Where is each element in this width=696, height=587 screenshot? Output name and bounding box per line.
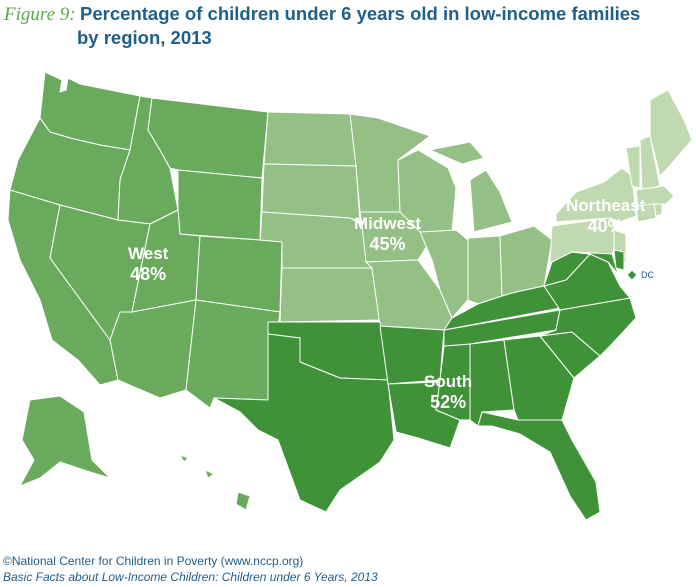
region-west [7,71,283,511]
region-value-northeast: 40% [587,215,624,236]
state-rhode-island [653,203,663,217]
region-label-northeast: Northeast 40% [566,196,645,236]
region-name-south: South [424,372,473,391]
region-label-midwest: Midwest 45% [354,214,421,254]
state-illinois [419,229,469,319]
region-south [213,249,638,521]
region-value-south: 52% [430,391,467,412]
title-line-2: by region, 2013 [77,27,212,48]
state-kentucky [443,285,561,331]
region-value-west: 48% [130,263,167,284]
report-subtitle: Basic Facts about Low-Income Children: C… [3,570,378,584]
region-name-midwest: Midwest [354,214,422,233]
state-wisconsin [397,149,457,233]
marker-dc [626,269,638,281]
state-maine [649,89,693,177]
state-maryland [571,251,619,275]
state-delaware [613,249,625,271]
state-arizona [109,299,197,399]
state-kansas [279,267,381,323]
state-vermont [625,145,641,189]
state-new-mexico [185,299,281,409]
state-hawaii [179,454,251,511]
state-colorado [195,235,283,313]
state-indiana [467,235,503,305]
state-michigan [429,141,513,233]
figure-label: Figure 9: [4,4,76,25]
state-new-york [555,167,637,223]
state-north-dakota [263,111,357,167]
state-florida [477,411,601,521]
state-massachusetts [635,185,675,207]
region-northeast [549,89,693,267]
state-tennessee [443,309,561,347]
footer: ©National Center for Children in Poverty… [3,553,378,585]
region-label-west: West 48% [128,244,168,284]
state-texas [213,333,395,513]
title-line-1: Percentage of children under 6 years old… [80,3,641,24]
state-alaska [19,395,111,487]
region-midwest [259,111,553,331]
dc-label: DC [641,270,654,280]
state-south-dakota [261,163,361,223]
region-name-west: West [128,244,169,263]
figure-title: Figure 9: Percentage of children under 6… [4,2,684,49]
region-name-northeast: Northeast [566,196,646,215]
region-value-midwest: 45% [369,233,406,254]
source-credit: ©National Center for Children in Poverty… [3,554,304,568]
region-label-south: South 52% [424,372,472,412]
state-new-hampshire [639,135,661,191]
state-wyoming [177,169,263,241]
state-connecticut [635,203,657,223]
